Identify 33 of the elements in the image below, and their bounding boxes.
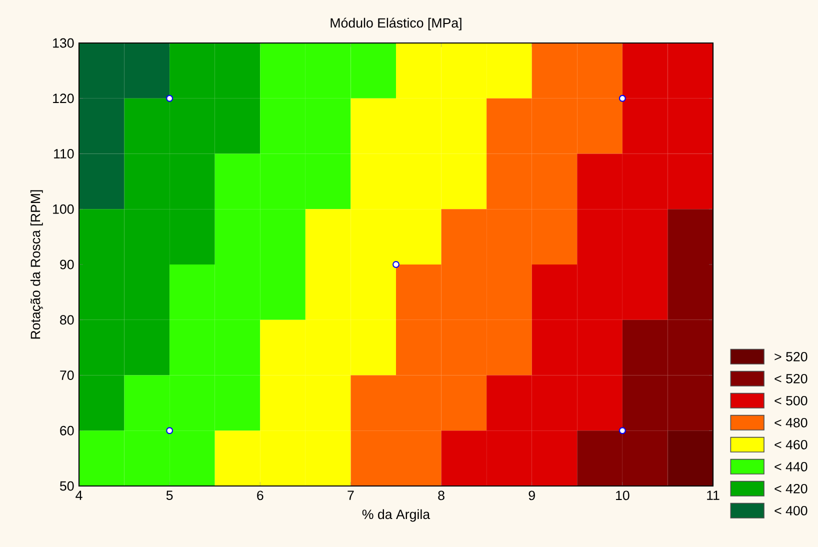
y-tick-label: 100 — [53, 204, 74, 214]
color-bar-label: < 520 — [774, 374, 808, 384]
y-tick-label: 120 — [53, 94, 74, 104]
point — [392, 261, 400, 268]
x-tick-label: 6 — [257, 490, 264, 500]
color-bar-label: < 480 — [774, 418, 808, 428]
x-tick-label: 11 — [707, 490, 720, 500]
point — [618, 427, 626, 434]
x-tick-label: 10 — [616, 490, 630, 500]
y-tick-label: 50 — [60, 481, 74, 491]
color-bar-label: < 420 — [774, 484, 808, 494]
color-bar-label: < 460 — [774, 440, 808, 450]
y-tick-label: 80 — [60, 315, 74, 325]
color-bar-label: < 440 — [774, 462, 808, 472]
y-tick-label: 90 — [60, 260, 74, 270]
y-tick-label: 60 — [60, 426, 74, 436]
y-axis-title: Rotação da Rosca [RPM] — [30, 190, 43, 339]
x-axis-title: % da Argila — [362, 509, 430, 522]
point — [166, 94, 174, 102]
point — [618, 94, 626, 102]
y-tick-label: 110 — [54, 149, 74, 158]
x-tick-label: 9 — [528, 490, 535, 500]
y-tick-label: 70 — [60, 370, 74, 380]
color-bar-label: < 400 — [774, 506, 808, 516]
x-tick-label: 7 — [348, 490, 354, 500]
chart-title: Módulo Elástico [MPa] — [330, 18, 462, 30]
point — [166, 427, 174, 434]
color-bar-label: < 500 — [774, 396, 808, 406]
y-tick-label: 130 — [53, 38, 74, 48]
x-tick-label: 4 — [76, 490, 82, 500]
x-tick-label: 8 — [438, 490, 444, 500]
color-bar-label: > 520 — [774, 352, 808, 362]
x-tick-label: 5 — [166, 490, 173, 500]
